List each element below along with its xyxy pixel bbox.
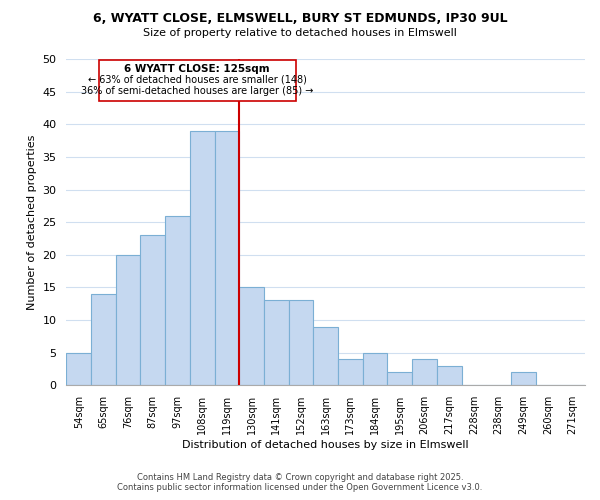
- Bar: [289, 300, 313, 386]
- Text: 6 WYATT CLOSE: 125sqm: 6 WYATT CLOSE: 125sqm: [124, 64, 270, 74]
- Bar: [338, 359, 363, 386]
- Bar: [91, 294, 116, 386]
- Y-axis label: Number of detached properties: Number of detached properties: [27, 134, 37, 310]
- Bar: [116, 255, 140, 386]
- Bar: [165, 216, 190, 386]
- Bar: [215, 131, 239, 386]
- Bar: [437, 366, 461, 386]
- X-axis label: Distribution of detached houses by size in Elmswell: Distribution of detached houses by size …: [182, 440, 469, 450]
- Text: ← 63% of detached houses are smaller (148): ← 63% of detached houses are smaller (14…: [88, 75, 307, 85]
- Text: Contains HM Land Registry data © Crown copyright and database right 2025.
Contai: Contains HM Land Registry data © Crown c…: [118, 473, 482, 492]
- Bar: [412, 359, 437, 386]
- Bar: [190, 131, 215, 386]
- Bar: [313, 326, 338, 386]
- Bar: [239, 288, 264, 386]
- Bar: [264, 300, 289, 386]
- Bar: [67, 352, 91, 386]
- Bar: [140, 235, 165, 386]
- Text: 6, WYATT CLOSE, ELMSWELL, BURY ST EDMUNDS, IP30 9UL: 6, WYATT CLOSE, ELMSWELL, BURY ST EDMUND…: [92, 12, 508, 26]
- Text: 36% of semi-detached houses are larger (85) →: 36% of semi-detached houses are larger (…: [81, 86, 313, 96]
- Bar: [388, 372, 412, 386]
- FancyBboxPatch shape: [98, 60, 296, 102]
- Text: Size of property relative to detached houses in Elmswell: Size of property relative to detached ho…: [143, 28, 457, 38]
- Bar: [511, 372, 536, 386]
- Bar: [363, 352, 388, 386]
